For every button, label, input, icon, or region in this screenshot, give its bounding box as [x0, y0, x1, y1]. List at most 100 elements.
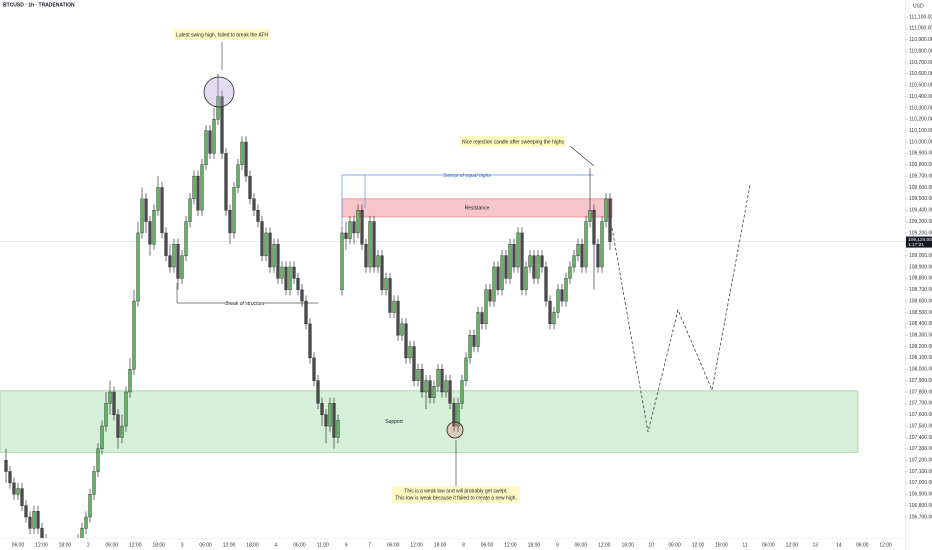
candle-body [228, 210, 232, 234]
candle-body [320, 403, 324, 415]
x-tick-label: 06:00 [668, 542, 681, 548]
candle-body [124, 391, 128, 427]
candle-body [80, 528, 84, 538]
candle-body [536, 255, 540, 279]
x-tick-label: 12:00 [786, 542, 799, 548]
y-tick-label: 108,800.00 [909, 276, 932, 282]
y-tick-label: 110,500.00 [909, 83, 932, 89]
annotation: Nice rejection candle after sweeping the… [462, 139, 565, 145]
candle-body [484, 289, 488, 325]
candle-body [408, 346, 412, 359]
candle-body [152, 210, 156, 245]
candle-body [108, 391, 112, 404]
y-tick-label: 109,600.00 [909, 185, 932, 191]
weak-low-circle [446, 421, 464, 439]
y-tick-label: 109,800.00 [909, 162, 932, 168]
candle-body [552, 312, 556, 325]
y-tick-label: 107,300.00 [909, 446, 932, 452]
swing-high-circle [203, 76, 235, 108]
candle-body [332, 403, 336, 438]
x-tick-label: 18:00 [246, 542, 259, 548]
y-tick-label: 107,800.00 [909, 389, 932, 395]
candle-body [352, 221, 356, 234]
candle-body [348, 221, 352, 239]
candle-body [272, 244, 276, 268]
candle-body [468, 334, 472, 359]
y-tick-label: 110,600.00 [909, 71, 932, 77]
candle-body [384, 278, 388, 290]
candle-body [312, 357, 316, 381]
candle-body [400, 323, 404, 336]
candle-body [392, 300, 396, 313]
candle-body [572, 255, 576, 268]
candle-body [472, 334, 476, 347]
candle-body [248, 175, 252, 200]
y-tick-label: 109,700.00 [909, 173, 932, 179]
x-tick-label: 12:00 [879, 542, 892, 548]
y-tick-label: 110,200.00 [909, 117, 932, 123]
candle-body [288, 266, 292, 290]
candle-body [344, 232, 348, 239]
y-tick-label: 109,200.00 [909, 230, 932, 236]
candle-body [452, 403, 456, 427]
candle-body [8, 471, 12, 484]
y-tick-label: 110,900.00 [909, 37, 932, 43]
candle-body [440, 369, 444, 393]
y-tick-label: 108,300.00 [909, 333, 932, 339]
y-tick-label: 111,000.00 [909, 26, 932, 32]
candle-body [588, 210, 592, 222]
y-tick-label: 108,500.00 [909, 310, 932, 316]
x-tick-label: 3 [181, 542, 184, 548]
candle-body [204, 130, 208, 165]
candle-body [524, 266, 528, 290]
candle-body [544, 266, 548, 302]
x-tick-label: 06:00 [293, 542, 306, 548]
x-tick-label: 06:00 [856, 542, 869, 548]
countdown: 1:17:21 [908, 242, 924, 248]
y-tick-label: 111,100.00 [909, 14, 932, 20]
x-tick-label: 13 [813, 542, 819, 548]
candle-body [252, 198, 256, 211]
candle-body [12, 482, 16, 495]
candle-body [200, 164, 204, 211]
x-tick-label: 06:00 [106, 542, 119, 548]
candle-body [416, 369, 420, 381]
projection [611, 184, 751, 433]
y-tick-label: 108,400.00 [909, 321, 932, 327]
y-tick-label: 109,400.00 [909, 208, 932, 214]
x-tick-label: 8 [462, 542, 465, 548]
y-tick-label: 110,000.00 [909, 139, 932, 145]
candle-body [208, 130, 212, 154]
y-tick-label: 108,200.00 [909, 344, 932, 350]
y-tick-label: 107,700.00 [909, 401, 932, 407]
x-tick-label: 18:00 [59, 542, 72, 548]
candle-body [404, 323, 408, 359]
candle-body [260, 221, 264, 256]
x-tick-label: 2 [87, 542, 90, 548]
candle-body [448, 380, 452, 404]
annotation: Sweep of equal highs [443, 173, 491, 179]
x-tick-label: 12:00 [692, 542, 705, 548]
y-tick-label: 107,200.00 [909, 457, 932, 463]
zones: Resistance Support [0, 198, 905, 453]
candle-body [428, 380, 432, 398]
y-tick-label: 110,100.00 [909, 128, 932, 134]
x-tick-label: 12:00 [35, 542, 48, 548]
candle-body [144, 198, 148, 222]
candle-body [336, 420, 340, 438]
candle-body [160, 187, 164, 234]
candle-body [340, 232, 344, 290]
annotation-box [392, 486, 520, 503]
candle-body [564, 278, 568, 302]
y-tick-label: 108,000.00 [909, 367, 932, 373]
candle-body [36, 511, 40, 529]
candle-body [96, 448, 100, 472]
y-tick-label: 107,500.00 [909, 423, 932, 429]
candle-body [184, 221, 188, 256]
annotation: Latest swing high, failed to break the A… [176, 32, 268, 38]
x-tick-label: 7 [368, 542, 371, 548]
candle-body [420, 369, 424, 393]
candle-body [128, 369, 132, 393]
